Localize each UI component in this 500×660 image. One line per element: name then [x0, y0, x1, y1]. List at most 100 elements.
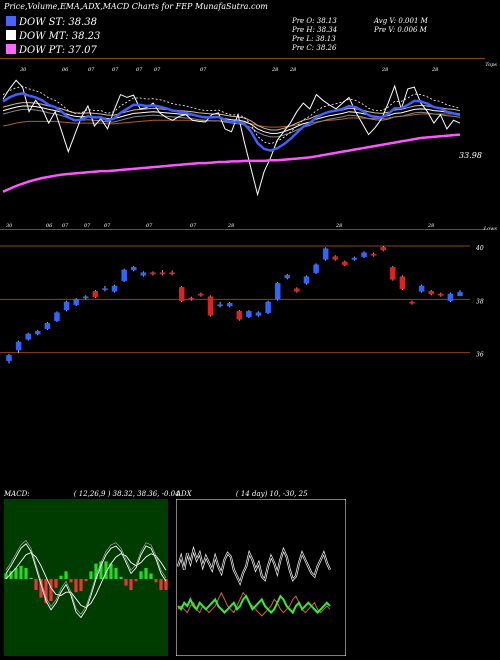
price-candle-body	[188, 297, 195, 300]
price-candle-body	[35, 331, 41, 335]
ema-last-value: 33.98	[459, 151, 482, 160]
macd-chart	[4, 499, 168, 656]
price-candle-body	[342, 261, 348, 265]
price-candle-body	[121, 269, 127, 281]
price-candle-body	[178, 287, 185, 301]
price-candle-body	[390, 267, 396, 280]
price-candle-body	[217, 304, 223, 307]
macd-hist-bar	[149, 573, 153, 579]
price-candle-body	[111, 285, 118, 292]
ema-lows-label: Lows	[483, 226, 498, 232]
ema-top-tick: 28	[271, 67, 278, 73]
macd-hist-bar	[29, 577, 33, 579]
pre-low: Pre L: 38.13	[292, 35, 336, 43]
legend-item-mt: DOW MT: 38.23	[6, 30, 100, 42]
ema-st-band-line	[2, 86, 461, 145]
macd-hist-bar	[109, 563, 113, 579]
volume-info: Avg V: 0.001 M Pre V: 0.006 M	[374, 17, 428, 35]
price-candle-body	[25, 333, 31, 340]
ema-bottom-tick: 28	[227, 223, 234, 229]
price-candle-body	[44, 323, 51, 329]
macd-hist-bar	[9, 571, 13, 579]
legend-label-mt: DOW MT: 38.23	[19, 31, 101, 42]
adx-params: ( 14 day) 10, -30, 25	[235, 490, 308, 498]
macd-params: ( 12,26,9 ) 38.32, 38.36, -0.04	[73, 490, 180, 498]
macd-hist-bar	[114, 568, 118, 579]
ema-top-tick: 07	[200, 67, 207, 73]
macd-hist-bar	[104, 561, 108, 579]
macd-hist-bar	[124, 579, 128, 586]
price-tick-label: 40	[475, 245, 484, 252]
price-candle-body	[130, 267, 137, 271]
legend-swatch-pt	[6, 44, 16, 54]
price-candle-body	[457, 292, 463, 297]
ema-top-tick: 28	[381, 67, 388, 73]
macd-background	[4, 499, 168, 656]
ema-bottom-tick: 30	[6, 223, 13, 229]
ema-top-tick: 30	[20, 67, 27, 73]
macd-hist-bar	[74, 579, 78, 593]
price-candle-body	[150, 272, 156, 275]
legend-item-pt: DOW PT: 37.07	[6, 44, 100, 56]
macd-line-shadow	[5, 540, 167, 615]
macd-hist-bar	[154, 579, 158, 583]
macd-hist-bar	[164, 579, 168, 590]
ema-bottom-tick: 07	[146, 223, 153, 229]
macd-hist-bar	[24, 568, 28, 579]
macd-hist-bar	[99, 561, 103, 579]
price-candle-body	[361, 252, 367, 257]
price-candle-body	[198, 293, 204, 296]
price-candle-body	[265, 301, 271, 313]
ema-bottom-tick: 07	[84, 223, 91, 229]
adx-header: ADX ( 14 day) 10, -30, 25	[176, 490, 308, 498]
price-candle-body	[380, 247, 386, 251]
adx-line-inner	[177, 548, 331, 584]
pre-high: Pre H: 38.34	[292, 26, 338, 34]
adx-plus-di-line	[177, 594, 331, 615]
ema-top-tick: 07	[136, 67, 143, 73]
price-candle-body	[54, 312, 60, 321]
ema-bottom-tick: 07	[62, 223, 69, 229]
ema-chart: Tops Lows 30 06 07 07 07 07 07 28 28 28 28 30 06 07 07 07…	[0, 58, 498, 232]
macd-hist-bar	[159, 579, 163, 590]
ema-st-line	[2, 92, 461, 152]
macd-hist-bar	[94, 563, 98, 579]
price-candle-body	[102, 288, 108, 291]
ema-price-line	[2, 79, 461, 197]
avg-volume: Avg V: 0.001 M	[374, 17, 428, 25]
price-candle-body	[418, 285, 425, 292]
price-candle-body	[428, 291, 434, 295]
price-candle-body	[207, 296, 214, 316]
ema-bottom-tick: 28	[427, 223, 434, 229]
price-candle-body	[313, 264, 319, 273]
ema-mt-upper-line	[2, 102, 461, 131]
price-candle-body	[159, 272, 166, 275]
macd-hist-bar	[84, 579, 88, 582]
macd-header: MACD: ( 12,26,9 ) 38.32, 38.36, -0.04	[4, 490, 180, 498]
legend: DOW ST: 38.38 DOW MT: 38.23 DOW PT: 37.0…	[6, 16, 100, 56]
adx-frame	[176, 499, 346, 656]
ema-bottom-tick: 07	[104, 223, 111, 229]
price-candle-body	[284, 275, 291, 279]
macd-hist-bar	[144, 568, 148, 579]
macd-hist-bar	[134, 579, 138, 582]
ema-top-tick: 07	[154, 67, 161, 73]
price-candle-body	[351, 257, 358, 260]
price-candle-body	[399, 276, 406, 289]
price-candle-body	[246, 311, 252, 317]
price-candle-body	[83, 296, 89, 299]
price-candle-body	[73, 299, 79, 305]
macd-hist-bar	[139, 571, 143, 579]
macd-hist-bar	[59, 575, 63, 579]
macd-hist-bar	[44, 579, 48, 604]
pre-close: Pre C: 38.26	[292, 44, 337, 52]
price-candle-body	[226, 303, 233, 307]
ema-top-tick: 06	[62, 67, 69, 73]
price-candle-body	[332, 256, 339, 260]
price-candle-body	[447, 293, 454, 301]
adx-chart	[176, 499, 346, 656]
price-chart: 40 38 36	[0, 245, 484, 364]
price-candle-body	[438, 293, 444, 296]
price-candle-body	[322, 248, 329, 260]
legend-label-st: DOW ST: 38.38	[19, 17, 98, 28]
